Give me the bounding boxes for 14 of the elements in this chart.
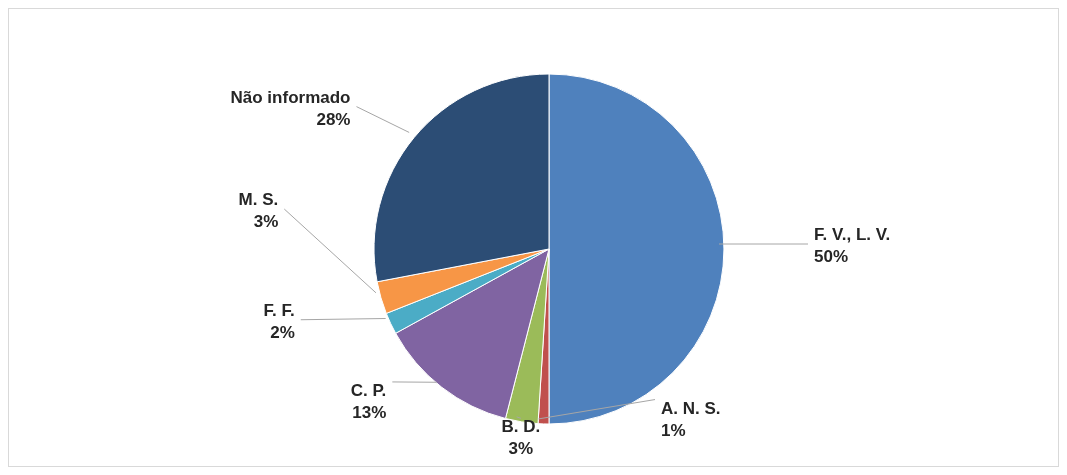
data-label: 2% xyxy=(270,322,295,342)
slice-label: Não informado xyxy=(230,87,351,107)
slice-label: F. V., L. V. xyxy=(814,225,891,244)
slice-label: B. D. xyxy=(501,417,541,437)
slice-label: C. P. xyxy=(350,380,387,400)
data-label: 50% xyxy=(814,247,849,266)
slice-label: M. S. xyxy=(238,190,279,210)
data-label: 3% xyxy=(253,212,279,232)
data-label: 13% xyxy=(352,402,387,422)
data-label: 28% xyxy=(316,109,351,129)
data-label: 3% xyxy=(508,439,534,459)
slice-label: F. F. xyxy=(263,300,295,320)
slice-label: A. N. S. xyxy=(660,398,721,418)
data-label: 1% xyxy=(660,420,686,440)
